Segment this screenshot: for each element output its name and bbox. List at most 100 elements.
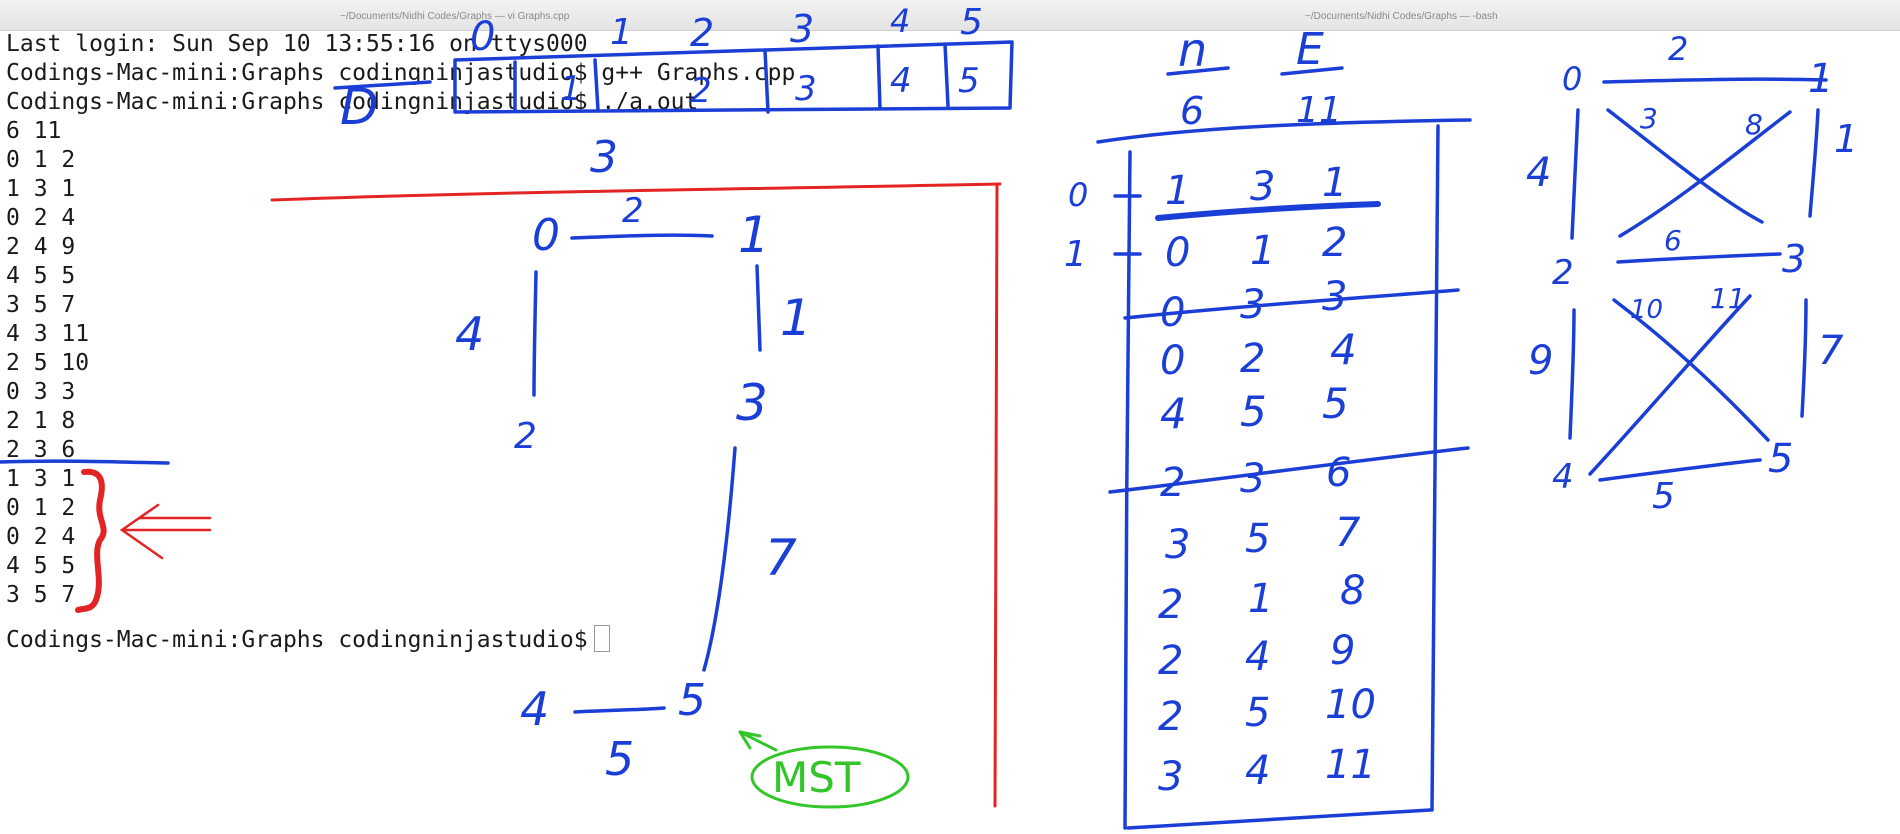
strike-row-0-3-3 xyxy=(1123,288,1460,320)
table-cell: 4 xyxy=(1245,634,1270,680)
table-cell: 5 xyxy=(1240,387,1267,436)
terminal-line: Codings-Mac-mini:Graphs codingninjastudi… xyxy=(6,89,699,115)
table-cell: 4 xyxy=(1245,748,1270,794)
table-cell: 3 xyxy=(1158,754,1183,800)
text-cursor xyxy=(593,625,610,652)
table-cell: 2 xyxy=(1160,460,1185,506)
table-cell: 1 xyxy=(1248,576,1273,622)
full-edge-4-5 xyxy=(1598,458,1762,482)
terminal-line: 0 2 4 xyxy=(6,205,76,231)
full-weight: 9 xyxy=(1528,338,1553,384)
terminal-output[interactable]: Last login: Sun Sep 10 13:55:16 on ttys0… xyxy=(0,30,1000,670)
full-weight: 3 xyxy=(1640,102,1658,135)
table-value-n: 6 xyxy=(1180,89,1204,133)
table-cell: 6 xyxy=(1326,450,1351,496)
full-weight: 7 xyxy=(1818,328,1844,374)
terminal-line: 0 1 2 xyxy=(6,495,76,521)
terminal-line: 2 4 9 xyxy=(6,234,76,260)
full-weight: 2 xyxy=(1668,30,1688,68)
terminal-line: 6 11 xyxy=(6,118,62,144)
full-node: 0 xyxy=(1562,60,1582,98)
table-cell: 3 xyxy=(1240,456,1265,502)
table-cell: 0 xyxy=(1160,290,1185,336)
table-left-border xyxy=(1123,150,1132,830)
table-cell: 2 xyxy=(1322,220,1347,266)
table-value-e: 11 xyxy=(1296,90,1342,131)
table-cell: 3 xyxy=(1165,522,1190,568)
terminal-line: 0 2 4 xyxy=(6,524,76,550)
mst-arrow xyxy=(738,730,778,752)
table-cell: 2 xyxy=(1240,336,1265,382)
table-cell: 4 xyxy=(1160,389,1187,438)
table-cell: 3 xyxy=(1240,282,1265,328)
full-weight: 1 xyxy=(1834,117,1858,161)
terminal-line: 3 5 7 xyxy=(6,582,76,608)
terminal-line: Codings-Mac-mini:Graphs codingninjastudi… xyxy=(6,60,796,86)
terminal-line: 0 3 3 xyxy=(6,379,76,405)
terminal-line: 4 5 5 xyxy=(6,263,76,289)
table-row-label: 1 xyxy=(1064,234,1087,275)
full-edge-1-2 xyxy=(1618,110,1792,238)
table-cell: 5 xyxy=(1322,379,1349,428)
terminal-line: 4 5 5 xyxy=(6,553,76,579)
full-node: 2 xyxy=(1552,253,1574,293)
full-edge-2-5 xyxy=(1612,298,1770,442)
table-bottom-border xyxy=(1126,808,1432,830)
full-weight: 6 xyxy=(1664,224,1682,257)
mst-label: MST xyxy=(772,753,861,802)
full-node: 1 xyxy=(1808,56,1833,102)
table-row-label: 0 xyxy=(1068,176,1088,214)
table-cell: 8 xyxy=(1340,568,1365,614)
full-node: 3 xyxy=(1782,237,1806,281)
terminal-line: 1 3 1 xyxy=(6,176,76,202)
full-edge-0-2 xyxy=(1570,108,1580,240)
table-header-line xyxy=(1096,118,1472,144)
table-cell: 0 xyxy=(1165,230,1190,276)
full-edge-2-4 xyxy=(1568,308,1576,440)
table-cell: 1 xyxy=(1165,168,1190,214)
terminal-prompt[interactable]: Codings-Mac-mini:Graphs codingninjastudi… xyxy=(6,625,610,655)
table-mst-underline xyxy=(1155,201,1381,221)
terminal-line: Last login: Sun Sep 10 13:55:16 on ttys0… xyxy=(6,31,588,57)
table-cell: 1 xyxy=(1250,228,1275,274)
mst-circle xyxy=(750,745,910,809)
table-cell: 2 xyxy=(1158,582,1183,628)
table-rows: 1 3 1 0 1 2 0 3 3 0 2 4 4 5 5 2 3 6 3 5 … xyxy=(1158,160,1376,800)
terminal-line: 2 3 6 xyxy=(6,437,76,463)
left-window-title: ~/Documents/Nidhi Codes/Graphs — vi Grap… xyxy=(340,11,570,22)
full-node: 4 xyxy=(1552,457,1574,497)
full-edge-1-3 xyxy=(1808,108,1820,218)
full-edge-3-5 xyxy=(1800,298,1808,418)
full-weight: 5 xyxy=(1652,476,1675,517)
table-cell: 5 xyxy=(1245,690,1270,736)
terminal-line: 0 1 2 xyxy=(6,147,76,173)
mst-edge-4-5 xyxy=(573,706,666,714)
window-titlebar: ~/Documents/Nidhi Codes/Graphs — vi Grap… xyxy=(0,0,1900,31)
table-cell: 2 xyxy=(1158,638,1183,684)
table-cell: 5 xyxy=(1245,516,1270,562)
table-cell: 4 xyxy=(1330,325,1357,374)
full-weight: 10 xyxy=(1630,295,1663,325)
row-label-ticks xyxy=(1113,194,1142,256)
full-weight: 11 xyxy=(1710,282,1746,315)
table-right-border xyxy=(1430,124,1440,812)
terminal-line: 2 5 10 xyxy=(6,350,90,376)
table-cell: 9 xyxy=(1330,628,1355,674)
terminal-line: 3 5 7 xyxy=(6,292,76,318)
strike-row-2-3-6 xyxy=(1108,446,1470,494)
terminal-line: 1 3 1 xyxy=(6,466,76,492)
table-cell: 1 xyxy=(1322,160,1347,206)
full-edge-3-4 xyxy=(1588,294,1752,476)
table-cell: 2 xyxy=(1158,694,1183,740)
green-ink-group xyxy=(738,730,910,809)
full-edge-2-3 xyxy=(1616,252,1782,264)
terminal-line: 2 1 8 xyxy=(6,408,76,434)
mst-node: 5 xyxy=(678,675,706,726)
table-cell: 7 xyxy=(1335,510,1361,556)
prompt-text: Codings-Mac-mini:Graphs codingninjastudi… xyxy=(6,627,588,653)
table-cell: 3 xyxy=(1250,164,1275,210)
full-edge-0-1 xyxy=(1602,77,1828,84)
mst-weight: 5 xyxy=(605,732,634,786)
mst-node: 4 xyxy=(520,682,549,736)
terminal-line: 4 3 11 xyxy=(6,321,90,347)
